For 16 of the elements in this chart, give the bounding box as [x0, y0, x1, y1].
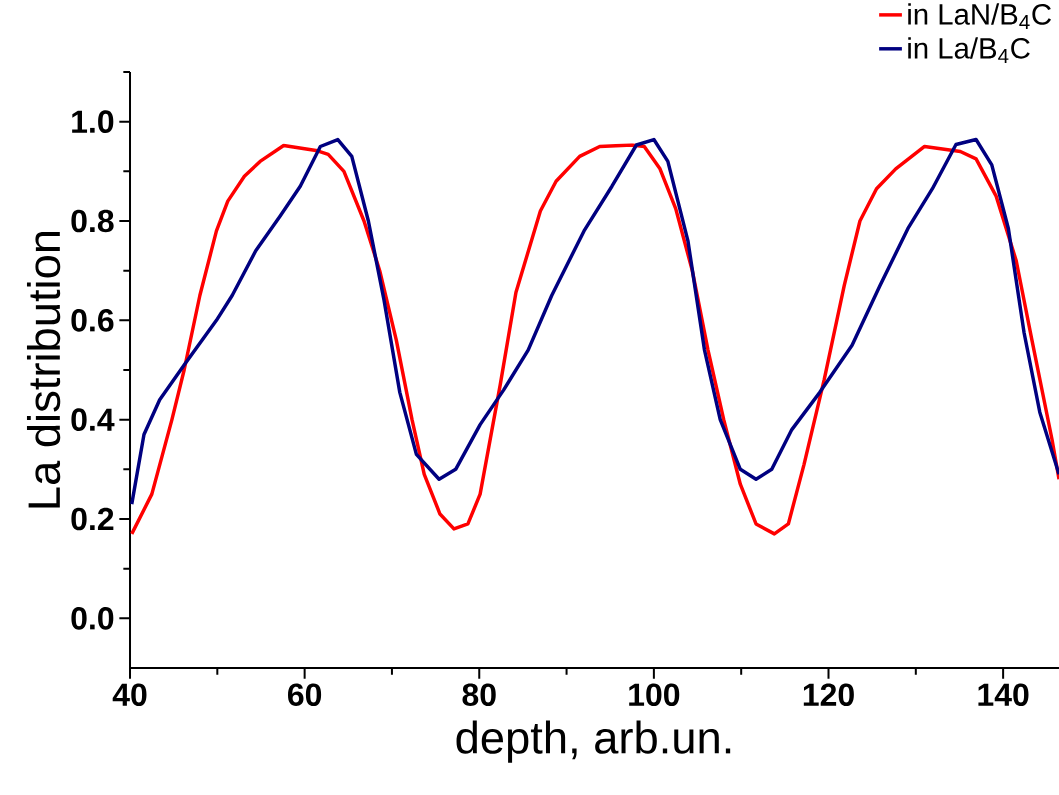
- y-axis-title: La distribution: [26, 231, 61, 508]
- y-tick-label: 0.2: [71, 507, 114, 531]
- x-tick-label: 120: [803, 683, 854, 707]
- legend-label: in La/B$_{4}$C: [908, 37, 1030, 64]
- y-tick-label: 0.8: [71, 209, 114, 233]
- y-tick-label: 1.0: [72, 110, 114, 133]
- y-tick-label: 0.6: [71, 309, 114, 332]
- x-tick-label: 140: [978, 683, 1029, 707]
- y-tick-label: 0.4: [71, 408, 115, 431]
- x-tick-label: 100: [629, 683, 680, 707]
- x-axis-title: depth, arb.un.: [456, 720, 731, 763]
- legend-label: in LaN/B$_{4}$C: [908, 3, 1051, 30]
- x-tick-label: 80: [462, 683, 496, 707]
- x-tick-label: 60: [288, 683, 322, 707]
- y-tick-label: 0.0: [71, 607, 114, 630]
- x-tick-label: 40: [112, 683, 147, 707]
